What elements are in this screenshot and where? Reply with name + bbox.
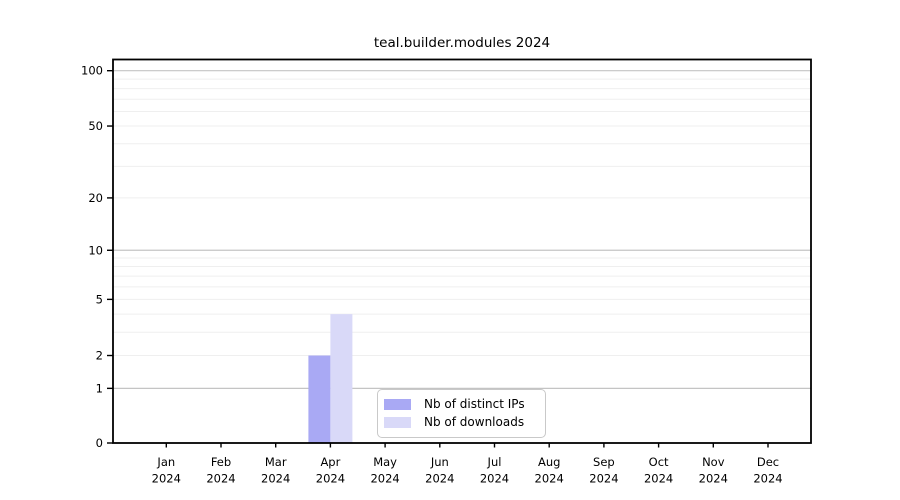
x-tick-year-label: 2024 <box>206 472 235 486</box>
y-tick-label: 50 <box>88 119 103 133</box>
x-tick-month-label: May <box>373 455 397 469</box>
x-tick-month-label: Nov <box>702 455 725 469</box>
x-tick-month-label: Oct <box>649 455 669 469</box>
x-tick-month-label: Apr <box>320 455 340 469</box>
y-tick-label: 10 <box>88 243 103 257</box>
x-tick-year-label: 2024 <box>370 472 399 486</box>
x-tick-year-label: 2024 <box>753 472 782 486</box>
chart-title: teal.builder.modules 2024 <box>373 35 551 51</box>
x-tick-month-label: Sep <box>593 455 615 469</box>
legend-item-downloads: Nb of downloads <box>384 416 545 429</box>
legend-swatch-distinct-ips <box>384 399 411 410</box>
bar-nb-of-downloads-apr <box>330 314 353 443</box>
legend-item-distinct-ips: Nb of distinct IPs <box>384 398 545 411</box>
y-tick-label: 0 <box>96 436 103 450</box>
y-tick-label: 1 <box>96 381 103 395</box>
y-tick-label: 100 <box>81 64 103 78</box>
bar-nb-of-distinct-ips-apr <box>308 355 331 443</box>
x-tick-year-label: 2024 <box>589 472 618 486</box>
y-tick-label: 5 <box>96 292 103 306</box>
x-tick-month-label: Jan <box>156 455 175 469</box>
x-tick-year-label: 2024 <box>644 472 673 486</box>
plot-frame <box>112 58 812 444</box>
x-tick-month-label: Aug <box>538 455 560 469</box>
legend-label-downloads: Nb of downloads <box>424 415 525 429</box>
x-tick-year-label: 2024 <box>425 472 454 486</box>
x-tick-month-label: Jul <box>487 455 502 469</box>
x-tick-year-label: 2024 <box>699 472 728 486</box>
legend: Nb of distinct IPs Nb of downloads <box>377 389 546 438</box>
y-tick-label: 20 <box>88 191 103 205</box>
x-tick-month-label: Feb <box>211 455 231 469</box>
x-tick-month-label: Dec <box>757 455 779 469</box>
legend-swatch-downloads <box>384 417 411 428</box>
x-tick-month-label: Jun <box>430 455 449 469</box>
x-tick-year-label: 2024 <box>261 472 290 486</box>
x-tick-month-label: Mar <box>265 455 287 469</box>
x-tick-year-label: 2024 <box>152 472 181 486</box>
y-tick-label: 2 <box>96 349 103 363</box>
legend-label-distinct-ips: Nb of distinct IPs <box>424 397 525 411</box>
x-tick-year-label: 2024 <box>480 472 509 486</box>
x-tick-year-label: 2024 <box>535 472 564 486</box>
x-tick-year-label: 2024 <box>316 472 345 486</box>
